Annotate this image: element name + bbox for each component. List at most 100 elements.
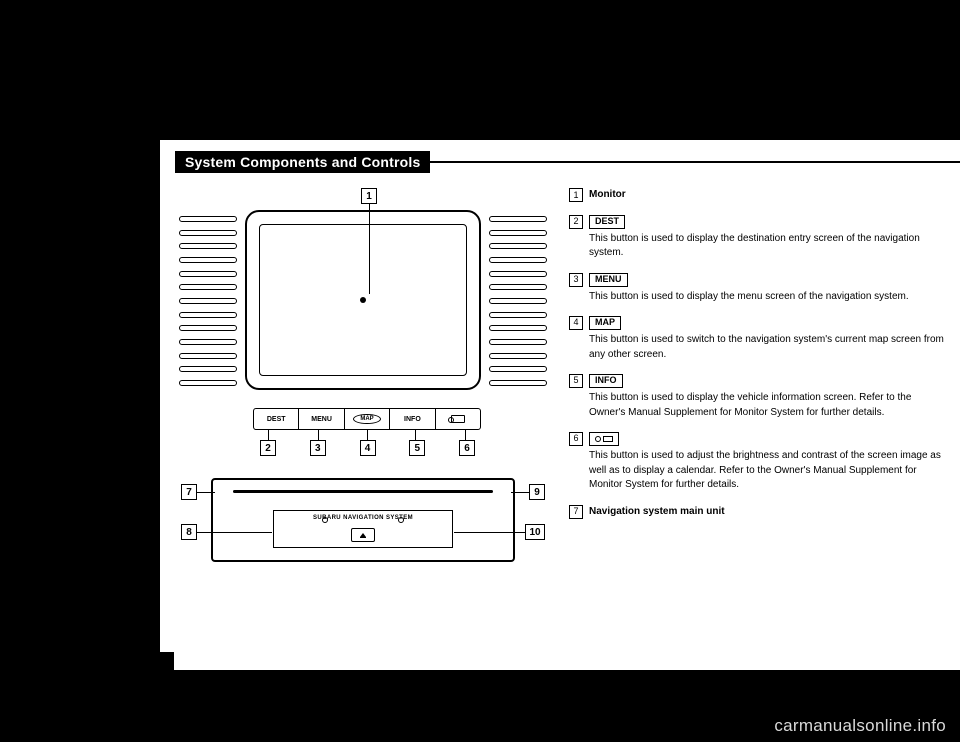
callout-3: 3 [310,440,326,456]
vent-slat [489,284,547,290]
disc-slot [233,490,493,493]
brightness-sun-icon [595,436,601,442]
callout-row-2-6: 2 3 4 5 6 [260,440,475,456]
dest-label: DEST [267,416,286,423]
info-button: INFO [390,409,435,429]
definition-title: Navigation system main unit [589,505,725,520]
vent-slat [489,325,547,331]
dashboard-bezel [175,210,551,400]
callout-9: 9 [529,484,545,500]
vent-slat [179,230,237,236]
definition-head: 3MENU [569,273,945,287]
definition-description: This button is used to display the vehic… [569,391,945,420]
title-rule [430,161,960,163]
callout-5: 5 [409,440,425,456]
brightness-icon [451,415,465,423]
definition-description: This button is used to display the desti… [569,232,945,261]
info-label: INFO [404,416,421,423]
navigation-main-unit: SUBARU NAVIGATION SYSTEM [211,478,515,562]
page-number-tab [160,652,174,670]
callout-4: 4 [360,440,376,456]
section-title: System Components and Controls [175,151,430,173]
definition-head: 6 [569,432,945,446]
callout-6-num: 6 [464,443,470,454]
vent-slat [489,271,547,277]
vent-slat [489,353,547,359]
vent-grille-left [179,216,237,386]
definition-item: 6 This button is used to adjust the brigh… [569,432,945,493]
leader-line-6 [465,430,466,440]
vent-slat [179,298,237,304]
callout-1-num: 1 [366,191,372,202]
definition-number-box: 2 [569,215,583,229]
definition-head: 4 MAP [569,316,945,330]
callout-3-num: 3 [315,443,321,454]
definition-number-box: 3 [569,273,583,287]
vent-slat [489,366,547,372]
definition-head: 1 Monitor [569,188,945,203]
definition-title: Monitor [589,188,626,203]
diagram-column: 1 DEST MENU MAP INF [175,188,551,640]
definition-button-label: INFO [589,374,623,388]
brightness-rect-icon [603,436,613,442]
definition-item: 3MENU This button is used to display the … [569,273,945,305]
definition-button-label: DEST [589,215,625,229]
definition-number-box: 4 [569,316,583,330]
monitor-frame [245,210,481,390]
definition-number-box: 5 [569,374,583,388]
definition-number-box: 7 [569,505,583,519]
dest-button: DEST [254,409,299,429]
callout-8: 8 [181,524,197,540]
definition-item: 1 Monitor [569,188,945,203]
callout-4-num: 4 [365,443,371,454]
definition-description: This button is used to adjust the bright… [569,449,945,493]
definition-number-box: 1 [569,188,583,202]
vent-slat [489,380,547,386]
definition-item: 5 INFO This button is used to display the … [569,374,945,420]
panel-dot-left [322,517,328,523]
vent-slat [179,366,237,372]
nav-panel: SUBARU NAVIGATION SYSTEM [273,510,453,548]
vent-slat [489,216,547,222]
leader-line-10 [454,532,525,533]
vent-slat [489,312,547,318]
definitions-list: 1 Monitor 2 DEST This button is used to disp… [569,188,945,519]
monitor-button-row: DEST MENU MAP INFO [253,408,481,430]
callout-9-num: 9 [534,487,540,498]
brightness-button [436,409,480,429]
definition-head: 5 INFO [569,374,945,388]
leader-line-4 [367,430,368,440]
callout-6: 6 [459,440,475,456]
nav-unit-label: SUBARU NAVIGATION SYSTEM [274,515,452,521]
callout-5-num: 5 [414,443,420,454]
manual-page: System Components and Controls 1 [160,140,960,670]
system-diagram: 1 DEST MENU MAP INF [175,188,551,648]
definition-button-label: MAP [589,316,621,330]
definition-description: This button is used to display the menu … [569,290,945,305]
vent-slat [179,271,237,277]
leader-line-5 [415,430,416,440]
vent-slat [179,325,237,331]
vent-slat [179,243,237,249]
content-columns: 1 DEST MENU MAP INF [175,188,945,640]
leader-line-7 [197,492,215,493]
vent-slat [179,312,237,318]
definition-button-label [589,432,619,446]
callout-7: 7 [181,484,197,500]
vent-slat [489,243,547,249]
vent-slat [179,339,237,345]
map-button: MAP [345,409,390,429]
callout-10: 10 [525,524,545,540]
callout-2: 2 [260,440,276,456]
callout-8-num: 8 [186,527,192,538]
vent-slat [179,353,237,359]
eject-button [351,528,375,542]
definition-item: 4MAPThis button is used to switch to the… [569,316,945,362]
vent-grille-right [489,216,547,386]
definition-head: 7 Navigation system main unit [569,505,945,520]
callout-1: 1 [361,188,377,204]
panel-dot-right [398,517,404,523]
definition-head: 2 DEST [569,215,945,229]
vent-slat [489,257,547,263]
vent-slat [489,298,547,304]
